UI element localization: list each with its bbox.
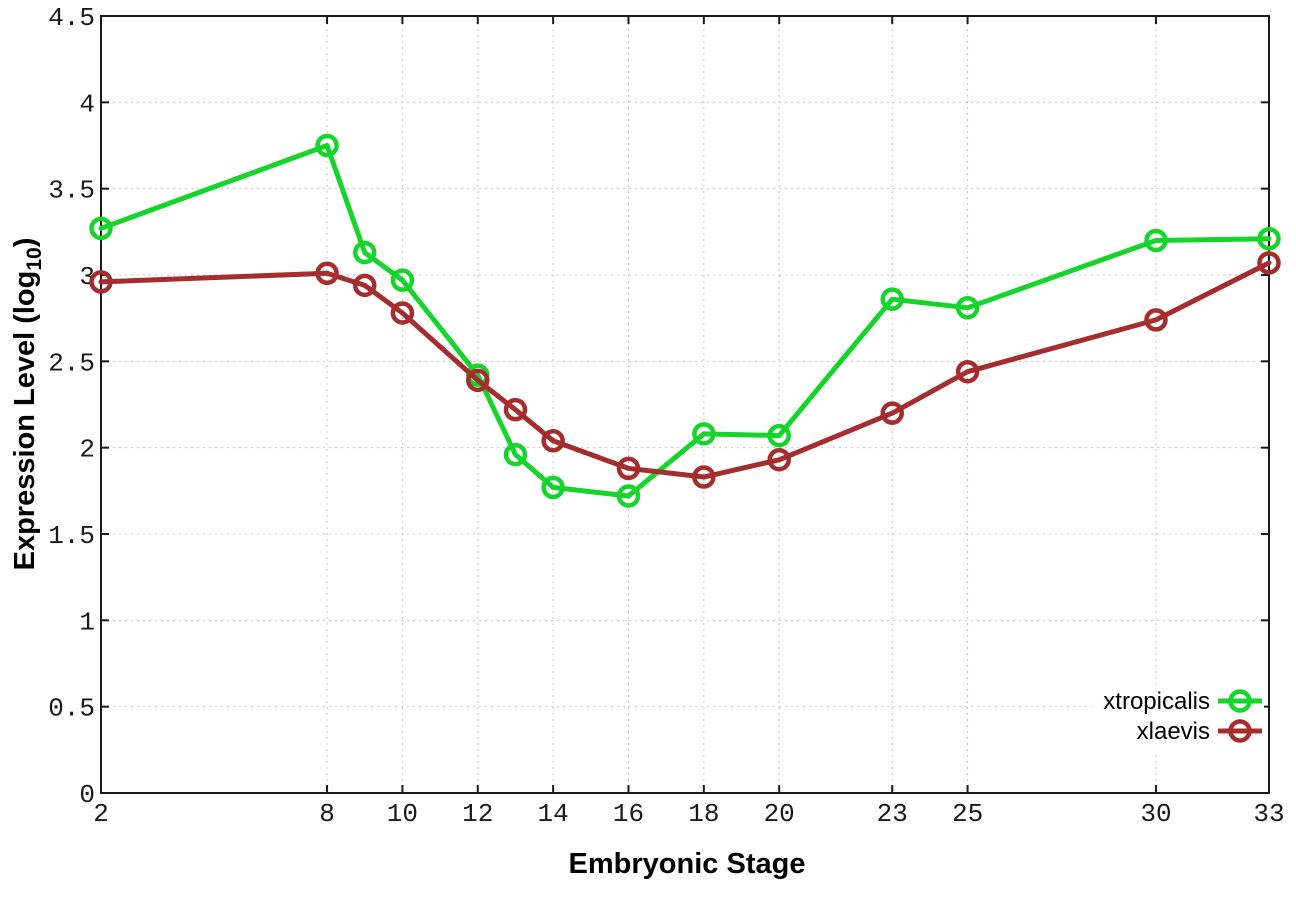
x-axis-title: Embryonic Stage (569, 848, 806, 880)
x-tick-label: 33 (1253, 799, 1284, 829)
y-tick-label: 2.5 (48, 348, 95, 378)
data-point-xtropicalis (352, 240, 377, 265)
data-point-xlaevis (89, 270, 113, 294)
legend-label-xtropicalis: xtropicalis (1103, 688, 1210, 715)
data-point-xlaevis (1257, 251, 1281, 275)
data-point-xtropicalis (1144, 228, 1168, 253)
data-point-xtropicalis (503, 442, 528, 467)
data-point-xtropicalis (390, 268, 415, 292)
x-tick-label: 23 (877, 799, 908, 829)
y-tick-label: 4 (79, 89, 95, 119)
x-tick-label: 10 (387, 799, 418, 829)
data-point-xtropicalis (89, 216, 113, 241)
y-tick-label: 3.5 (48, 176, 95, 206)
legend-marker-sample (1228, 689, 1252, 713)
tick-labels: 2 8 10 12 14 16 18 20 23 25 30 3300.511.522.533.544… (48, 3, 1284, 829)
plot-border (100, 15, 1270, 794)
y-tick-label: 1 (79, 607, 95, 637)
x-tick-label: 18 (688, 799, 719, 829)
data-point-xtropicalis (541, 475, 565, 500)
data-point-xtropicalis (955, 296, 980, 320)
series-xtropicalis (89, 133, 1281, 508)
x-tick-label: 25 (952, 799, 983, 829)
series-line-xlaevis (98, 260, 1272, 480)
data-point-xtropicalis (880, 287, 904, 311)
legend-label-xlaevis: xlaevis (1137, 718, 1210, 745)
legend: xtropicalis xlaevis (1103, 688, 1262, 745)
x-tick-label: 14 (538, 799, 569, 829)
y-tick-label: 4.5 (48, 3, 95, 33)
x-tick-label: 12 (462, 799, 493, 829)
data-point-xlaevis (880, 401, 904, 425)
x-tick-label: 16 (613, 799, 644, 829)
y-tick-label: 2 (79, 435, 95, 465)
gridlines (100, 15, 1270, 794)
data-point-xtropicalis (692, 422, 716, 446)
chart-built-layers: 2 8 10 12 14 16 18 20 23 25 30 3300.511.522.533.544… (48, 3, 1284, 829)
data-point-xtropicalis (767, 423, 791, 448)
tick-marks (100, 15, 1270, 794)
data-point-xlaevis (767, 448, 791, 472)
data-point-xtropicalis (616, 484, 641, 508)
y-tick-label: 1.5 (48, 521, 95, 551)
legend-marker-sample (1228, 719, 1252, 743)
x-tick-label: 20 (764, 799, 795, 829)
x-tick-label: 8 (319, 799, 335, 829)
x-tick-label: 30 (1140, 799, 1171, 829)
series-line-xtropicalis (98, 143, 1272, 499)
data-point-xlaevis (1144, 308, 1168, 332)
data-point-xlaevis (315, 261, 339, 286)
data-point-xlaevis (955, 359, 980, 384)
data-point-xlaevis (466, 368, 490, 393)
series-xlaevis (89, 251, 1281, 489)
y-axis-title: Expression Level (log10) (9, 238, 46, 571)
data-point-xtropicalis (1257, 226, 1281, 251)
data-point-xlaevis (616, 456, 641, 481)
y-tick-label: 0 (79, 780, 95, 810)
data-point-xlaevis (541, 429, 565, 453)
data-point-xtropicalis (315, 133, 339, 158)
data-point-xlaevis (390, 301, 415, 325)
y-tick-label: 0.5 (48, 694, 95, 724)
x-tick-label: 2 (93, 799, 109, 829)
data-point-xlaevis (692, 465, 716, 489)
data-point-xlaevis (503, 397, 528, 422)
data-point-xlaevis (352, 273, 377, 298)
